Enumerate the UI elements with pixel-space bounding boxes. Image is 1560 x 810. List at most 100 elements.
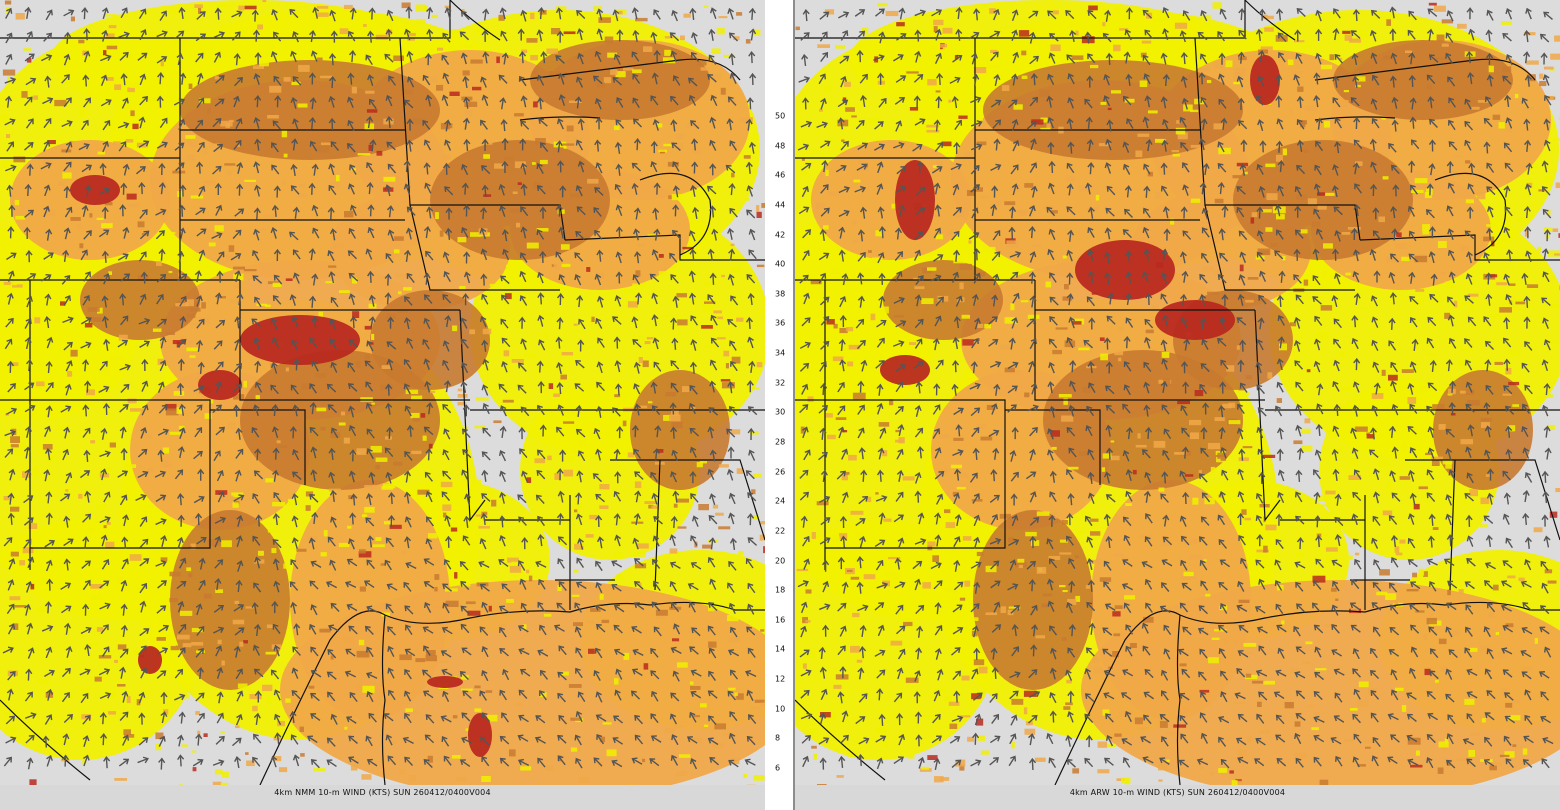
wind-speckle	[175, 303, 189, 307]
wind-speckle	[198, 7, 202, 14]
wind-speckle	[589, 514, 598, 520]
wind-arrow	[424, 182, 432, 194]
wind-speckle	[1090, 407, 1094, 411]
wind-arrow	[423, 294, 433, 304]
wind-speckle	[883, 518, 892, 522]
wind-arrow	[633, 513, 641, 526]
wind-arrow	[1448, 337, 1457, 349]
wind-speckle	[1500, 688, 1509, 696]
wind-speckle	[1507, 575, 1516, 579]
wind-arrow	[520, 95, 528, 108]
wind-arrow	[1468, 28, 1475, 41]
wind-arrow	[155, 494, 167, 503]
wind-arrow	[347, 30, 356, 42]
wind-arrow	[991, 294, 999, 307]
wind-arrow	[691, 515, 699, 527]
strong-wind-region	[370, 290, 490, 390]
wind-arrow	[1391, 96, 1399, 109]
wind-arrow	[1409, 581, 1421, 590]
wind-speckle	[179, 784, 183, 785]
wind-arrow	[1219, 8, 1227, 20]
wind-arrow	[1541, 582, 1549, 594]
wind-speckle	[62, 172, 72, 179]
wind-arrow	[728, 492, 736, 505]
wind-arrow	[1087, 579, 1095, 592]
wind-arrow	[1539, 626, 1550, 635]
wind-arrow	[1106, 119, 1114, 132]
wind-arrow	[837, 99, 849, 108]
wind-arrow	[857, 380, 865, 393]
strong-wind-region	[430, 140, 610, 260]
wind-arrow	[405, 6, 413, 19]
wind-arrow	[556, 292, 565, 306]
wind-arrow	[841, 273, 849, 286]
wind-arrow	[425, 714, 435, 724]
wind-speckle	[1407, 397, 1417, 404]
wind-speckle	[889, 399, 894, 406]
wind-arrow	[1445, 32, 1454, 43]
wind-arrow	[1199, 293, 1207, 306]
wind-speckle	[1257, 701, 1262, 707]
wind-arrow	[951, 230, 960, 241]
wind-arrow	[708, 54, 717, 65]
wind-speckle	[329, 681, 334, 684]
wind-arrow	[1275, 513, 1283, 526]
colorbar-tick-label: 8	[775, 733, 781, 743]
wind-arrow	[896, 33, 907, 41]
wind-speckle	[449, 29, 461, 34]
wind-speckle	[760, 521, 765, 525]
wind-arrow	[63, 538, 74, 547]
wind-speckle	[1445, 461, 1452, 469]
wind-speckle	[1290, 668, 1299, 674]
wind-arrow	[1525, 162, 1533, 175]
wind-arrow	[874, 121, 884, 130]
wind-arrow	[1464, 492, 1474, 502]
wind-arrow	[934, 204, 942, 217]
wind-arrow	[1142, 645, 1151, 656]
wind-arrow	[557, 536, 568, 546]
wind-speckle	[1097, 741, 1108, 748]
wind-arrow	[710, 337, 720, 348]
wind-speckle	[507, 557, 519, 563]
wind-arrow	[462, 690, 472, 700]
wind-speckle	[736, 693, 744, 700]
wind-arrow	[1220, 359, 1229, 370]
wind-arrow	[178, 227, 186, 240]
wind-speckle	[397, 309, 408, 313]
wind-arrow	[98, 229, 110, 238]
wind-arrow	[1026, 318, 1036, 328]
wind-arrow	[1293, 625, 1301, 637]
colorbar-tick-label: 28	[775, 437, 786, 447]
wind-speckle	[1082, 387, 1091, 393]
wind-arrow	[992, 119, 1002, 129]
wind-speckle	[407, 711, 419, 715]
wind-speckle	[487, 490, 494, 496]
wind-speckle	[108, 25, 117, 29]
wind-arrow	[271, 426, 279, 439]
wind-arrow	[896, 469, 904, 482]
wind-speckle	[26, 58, 32, 63]
wind-speckle	[255, 228, 267, 231]
wind-arrow	[23, 495, 34, 504]
wind-speckle	[1422, 224, 1430, 231]
wind-speckle	[763, 583, 765, 591]
wind-arrow	[1504, 692, 1514, 701]
wind-arrow	[1502, 75, 1512, 85]
wind-speckle	[677, 662, 688, 668]
wind-arrow	[24, 183, 32, 197]
wind-arrow	[252, 644, 261, 656]
wind-arrow	[1314, 315, 1323, 326]
wind-arrow	[797, 143, 810, 151]
wind-arrow	[1237, 51, 1245, 64]
wind-speckle	[1507, 425, 1516, 432]
wind-arrow	[1523, 316, 1531, 329]
wind-speckle	[15, 215, 26, 220]
wind-speckle	[1098, 143, 1111, 147]
wind-speckle	[50, 455, 55, 461]
wind-speckle	[902, 449, 906, 455]
wind-arrow	[1464, 338, 1473, 348]
wind-arrow	[519, 668, 531, 677]
wind-arrow	[1352, 162, 1360, 175]
wind-speckle	[718, 16, 728, 19]
wind-arrow	[404, 712, 412, 724]
